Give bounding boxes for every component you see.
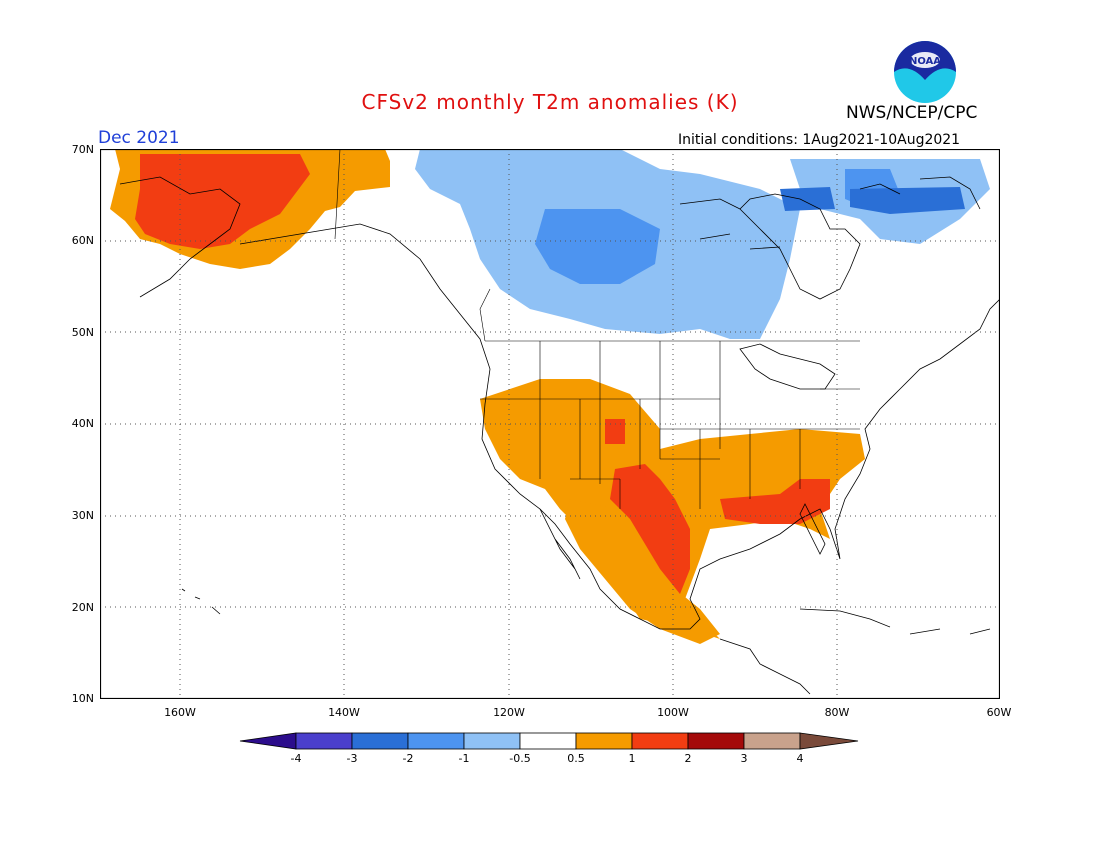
lon-label-160w: 160W xyxy=(164,706,196,719)
colorbar-label: -0.5 xyxy=(509,752,531,765)
lat-label-50n: 50N xyxy=(71,326,94,339)
lat-label-70n: 70N xyxy=(71,143,94,156)
agency-label: NWS/NCEP/CPC xyxy=(846,103,978,123)
anomaly-map xyxy=(100,149,1000,699)
graticule xyxy=(100,149,1000,699)
coastlines xyxy=(119,176,1000,695)
lon-label-80w: 80W xyxy=(824,706,850,719)
labrador-strong-cool-anomaly xyxy=(780,187,835,211)
colorbar-label: 4 xyxy=(796,752,804,765)
colorbar-label: -4 xyxy=(290,752,302,765)
state-borders xyxy=(334,149,860,509)
map-title: CFSv2 monthly T2m anomalies (K) xyxy=(361,90,739,114)
colorbar-label: -3 xyxy=(346,752,358,765)
lat-label-10n: 10N xyxy=(71,692,94,705)
colorbar-label: 2 xyxy=(684,752,692,765)
lat-label-30n: 30N xyxy=(71,509,94,522)
baffin-strong-cool-anomaly xyxy=(850,187,965,214)
lon-label-120w: 120W xyxy=(493,706,525,719)
alaska-strong-warm-anomaly xyxy=(135,154,310,249)
lat-label-60n: 60N xyxy=(71,234,94,247)
colorbar-label: -2 xyxy=(402,752,414,765)
lat-label-40n: 40N xyxy=(71,417,94,430)
colorbar-label: 3 xyxy=(740,752,748,765)
lon-label-60w: 60W xyxy=(986,706,1012,719)
initial-conditions: Initial conditions: 1Aug2021-10Aug2021 xyxy=(678,132,961,148)
texas-strong-warm-anomaly xyxy=(610,464,690,594)
map-frame xyxy=(100,149,1000,699)
canada-moderate-cool-anomaly xyxy=(535,209,660,284)
lon-label-140w: 140W xyxy=(328,706,360,719)
colorbar xyxy=(239,732,859,750)
gulf-coast-strong-warm-anomaly xyxy=(720,479,830,524)
logo-text: NOAA xyxy=(909,56,941,67)
noaa-logo: NOAA xyxy=(894,41,956,103)
lon-label-100w: 100W xyxy=(657,706,689,719)
mexico-warm-anomaly xyxy=(565,499,720,644)
colorado-strong-warm-anomaly xyxy=(605,419,625,444)
colorbar-label: -1 xyxy=(458,752,470,765)
valid-month: Dec 2021 xyxy=(98,128,180,148)
colorbar-label: 1 xyxy=(628,752,636,765)
colorbar-label: 0.5 xyxy=(567,752,585,765)
lat-label-20n: 20N xyxy=(71,601,94,614)
